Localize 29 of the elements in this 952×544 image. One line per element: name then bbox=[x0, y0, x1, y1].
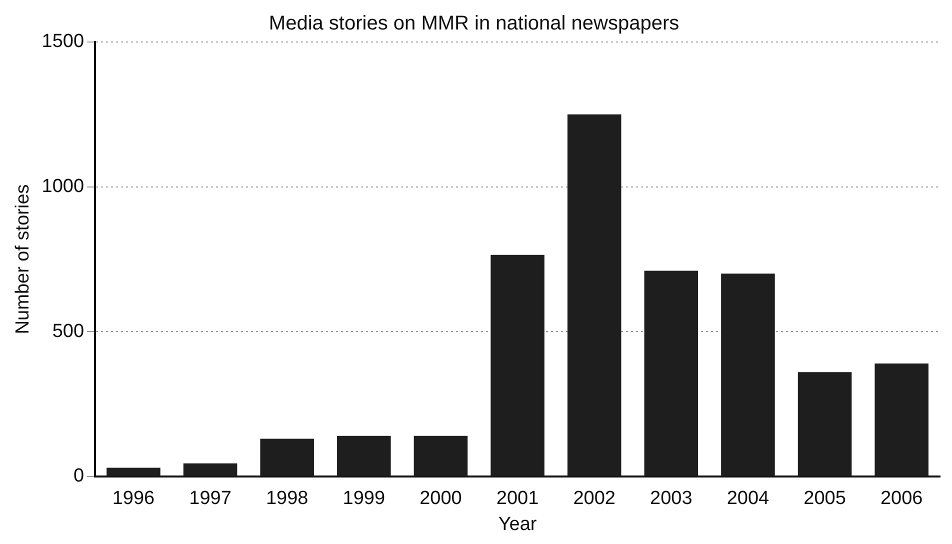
x-tick-label: 1997 bbox=[189, 488, 232, 510]
x-tick-label: 1998 bbox=[266, 488, 308, 510]
x-tick-label: 2003 bbox=[650, 488, 692, 510]
x-tick-label: 1999 bbox=[342, 488, 386, 510]
x-tick-label: 2000 bbox=[420, 488, 462, 510]
y-tick-label: 1500 bbox=[42, 31, 84, 52]
y-tick-label: 500 bbox=[52, 320, 84, 342]
y-axis-title: Number of stories bbox=[12, 184, 34, 334]
chart-title: Media stories on MMR in national newspapers bbox=[268, 12, 680, 35]
bar bbox=[260, 438, 314, 476]
bar bbox=[874, 363, 928, 476]
bar bbox=[183, 463, 238, 476]
y-tick-label: 1000 bbox=[42, 176, 84, 198]
x-tick-label: 2001 bbox=[496, 488, 539, 510]
bar bbox=[106, 468, 160, 476]
bar bbox=[337, 436, 391, 476]
x-tick-label: 2004 bbox=[726, 488, 770, 510]
bar bbox=[567, 114, 622, 476]
x-axis-title: Year bbox=[498, 514, 538, 535]
x-tick-label: 2002 bbox=[573, 488, 616, 510]
bar bbox=[644, 270, 698, 476]
bar bbox=[490, 254, 544, 476]
bar bbox=[798, 372, 852, 476]
y-tick-label: 0 bbox=[73, 466, 84, 487]
x-tick-label: 2005 bbox=[804, 488, 846, 510]
bar bbox=[414, 436, 468, 476]
bar bbox=[721, 274, 775, 476]
x-tick-label: 2006 bbox=[880, 488, 923, 510]
x-tick-label: 1996 bbox=[112, 488, 155, 510]
